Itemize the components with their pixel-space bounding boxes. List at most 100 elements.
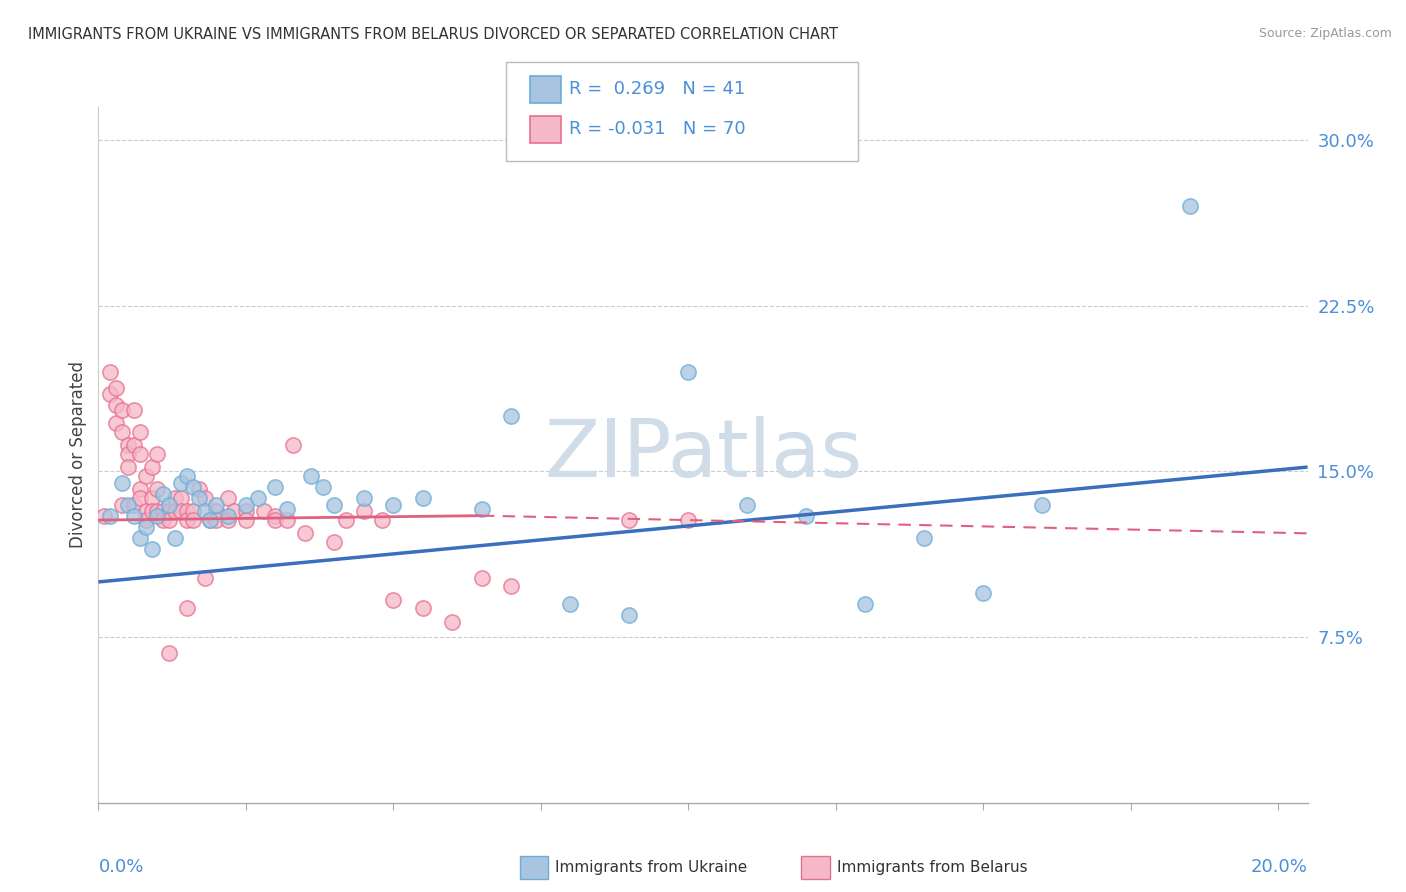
Point <box>222 504 245 518</box>
Point <box>98 387 121 401</box>
Text: ZIPatlas: ZIPatlas <box>544 416 862 494</box>
Point <box>678 365 700 379</box>
Point <box>187 491 209 505</box>
Point <box>122 438 145 452</box>
Point <box>1178 199 1201 213</box>
Point <box>294 526 316 541</box>
Point <box>128 425 150 439</box>
Point <box>117 498 139 512</box>
Point <box>176 504 198 518</box>
Text: 20.0%: 20.0% <box>1251 858 1308 876</box>
Point <box>678 513 700 527</box>
Point <box>141 504 163 518</box>
Point <box>165 491 187 505</box>
Point <box>412 601 434 615</box>
Point <box>93 508 115 523</box>
Point <box>200 513 222 527</box>
Point <box>170 504 193 518</box>
Point <box>194 570 217 584</box>
Point <box>264 513 287 527</box>
Point <box>323 498 346 512</box>
Point <box>471 502 494 516</box>
Point <box>181 513 204 527</box>
Point <box>146 504 169 518</box>
Point <box>972 586 994 600</box>
Point <box>146 447 169 461</box>
Point <box>181 480 204 494</box>
Text: 0.0%: 0.0% <box>98 858 143 876</box>
Point <box>176 601 198 615</box>
Text: R = -0.031   N = 70: R = -0.031 N = 70 <box>569 120 747 138</box>
Point <box>135 513 157 527</box>
Point <box>335 513 357 527</box>
Point <box>205 504 228 518</box>
Point <box>370 513 392 527</box>
Point <box>157 498 180 512</box>
Point <box>217 513 239 527</box>
Point <box>135 519 157 533</box>
Point <box>187 482 209 496</box>
Point <box>205 513 228 527</box>
Point <box>135 469 157 483</box>
Point <box>176 513 198 527</box>
Point <box>141 460 163 475</box>
Point <box>246 491 269 505</box>
Point <box>181 504 204 518</box>
Point <box>170 491 193 505</box>
Point <box>165 504 187 518</box>
Point <box>299 469 322 483</box>
Point <box>353 504 375 518</box>
Point <box>135 504 157 518</box>
Point <box>205 498 228 512</box>
Point <box>412 491 434 505</box>
Point <box>1031 498 1053 512</box>
Point <box>194 504 217 518</box>
Point <box>912 531 935 545</box>
Point <box>276 502 298 516</box>
Point <box>471 570 494 584</box>
Text: R =  0.269   N = 41: R = 0.269 N = 41 <box>569 80 745 98</box>
Point <box>117 447 139 461</box>
Point <box>141 541 163 556</box>
Point <box>157 513 180 527</box>
Point <box>122 508 145 523</box>
Point <box>105 380 128 394</box>
Point <box>264 480 287 494</box>
Point <box>176 469 198 483</box>
Point <box>353 491 375 505</box>
Point <box>619 608 641 623</box>
Point <box>128 531 150 545</box>
Point <box>276 513 298 527</box>
Point <box>122 498 145 512</box>
Point <box>235 498 257 512</box>
Point <box>128 447 150 461</box>
Point <box>441 615 464 629</box>
Point <box>111 402 134 417</box>
Point <box>146 482 169 496</box>
Point <box>152 513 174 527</box>
Point <box>157 646 180 660</box>
Point <box>382 592 405 607</box>
Point <box>281 438 304 452</box>
Point <box>235 504 257 518</box>
Point <box>217 508 239 523</box>
Point <box>217 491 239 505</box>
Text: Immigrants from Ukraine: Immigrants from Ukraine <box>555 860 748 874</box>
Point <box>128 491 150 505</box>
Point <box>141 491 163 505</box>
Point <box>105 398 128 412</box>
Point <box>794 508 817 523</box>
Point <box>122 402 145 417</box>
Point <box>111 475 134 490</box>
Point <box>117 460 139 475</box>
Text: Source: ZipAtlas.com: Source: ZipAtlas.com <box>1258 27 1392 40</box>
Point <box>853 597 876 611</box>
Point <box>735 498 758 512</box>
Y-axis label: Divorced or Separated: Divorced or Separated <box>69 361 87 549</box>
Point <box>128 482 150 496</box>
Point <box>170 475 193 490</box>
Point <box>501 409 523 424</box>
Point <box>194 491 217 505</box>
Point <box>105 416 128 430</box>
Point <box>165 531 187 545</box>
